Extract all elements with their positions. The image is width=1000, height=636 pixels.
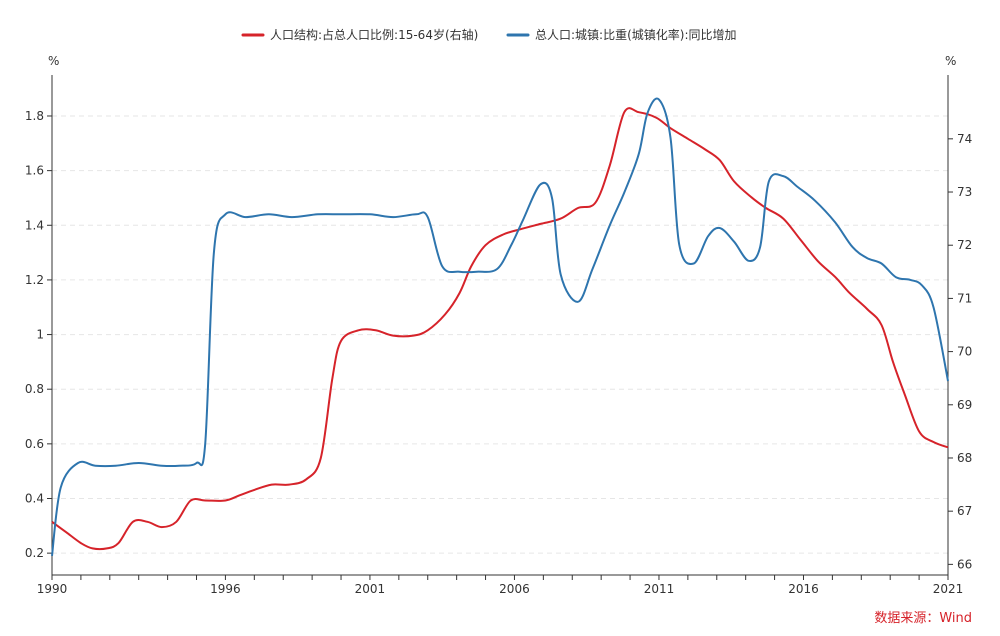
right-tick-label: 66 bbox=[957, 557, 972, 571]
x-tick-label: 1996 bbox=[210, 582, 241, 596]
left-tick-label: 1.2 bbox=[25, 273, 44, 287]
x-tick-label: 2006 bbox=[499, 582, 530, 596]
right-tick-label: 71 bbox=[957, 291, 972, 305]
right-axis-ticks: 66 67 68 69 70 71 72 73 74 bbox=[948, 132, 972, 571]
left-axis-ticks: 0.2 0.4 0.6 0.8 1 1.2 1.4 1.6 1.8 bbox=[25, 109, 52, 560]
x-tick-label: 2016 bbox=[788, 582, 819, 596]
axes bbox=[51, 75, 949, 576]
x-tick-label: 1990 bbox=[37, 582, 68, 596]
series-lines bbox=[51, 97, 949, 557]
left-tick-label: 0.6 bbox=[25, 437, 44, 451]
x-tick-label: 2011 bbox=[644, 582, 675, 596]
right-axis-unit: % bbox=[945, 54, 956, 68]
right-tick-label: 69 bbox=[957, 398, 972, 412]
right-tick-label: 68 bbox=[957, 451, 972, 465]
right-tick-label: 73 bbox=[957, 185, 972, 199]
right-tick-label: 67 bbox=[957, 504, 972, 518]
left-tick-label: 0.2 bbox=[25, 546, 44, 560]
legend-label-blue: 总人口:城镇:比重(城镇化率):同比增加 bbox=[535, 27, 737, 42]
series-line-urbanization-change bbox=[51, 97, 949, 557]
x-tick-label: 2021 bbox=[933, 582, 964, 596]
right-tick-label: 72 bbox=[957, 238, 972, 252]
left-tick-label: 1.4 bbox=[25, 218, 44, 232]
left-tick-label: 1.6 bbox=[25, 164, 44, 178]
series-line-working-age-share bbox=[51, 107, 949, 551]
right-tick-label: 70 bbox=[957, 345, 972, 359]
left-tick-label: 0.8 bbox=[25, 382, 44, 396]
gridlines bbox=[52, 115, 948, 554]
left-tick-label: 0.4 bbox=[25, 491, 44, 505]
left-tick-label: 1.8 bbox=[25, 109, 44, 123]
right-tick-label: 74 bbox=[957, 132, 972, 146]
legend-label-red: 人口结构:占总人口比例:15-64岁(右轴) bbox=[270, 27, 478, 42]
left-tick-label: 1 bbox=[36, 328, 44, 342]
left-axis-unit: % bbox=[48, 54, 59, 68]
source-note: 数据来源：Wind bbox=[874, 611, 972, 626]
x-axis-ticks: 1990 1996 2001 2006 2011 2016 2021 bbox=[37, 575, 964, 596]
x-tick-label: 2001 bbox=[355, 582, 386, 596]
legend: 人口结构:占总人口比例:15-64岁(右轴) 总人口:城镇:比重(城镇化率):同… bbox=[241, 27, 737, 42]
